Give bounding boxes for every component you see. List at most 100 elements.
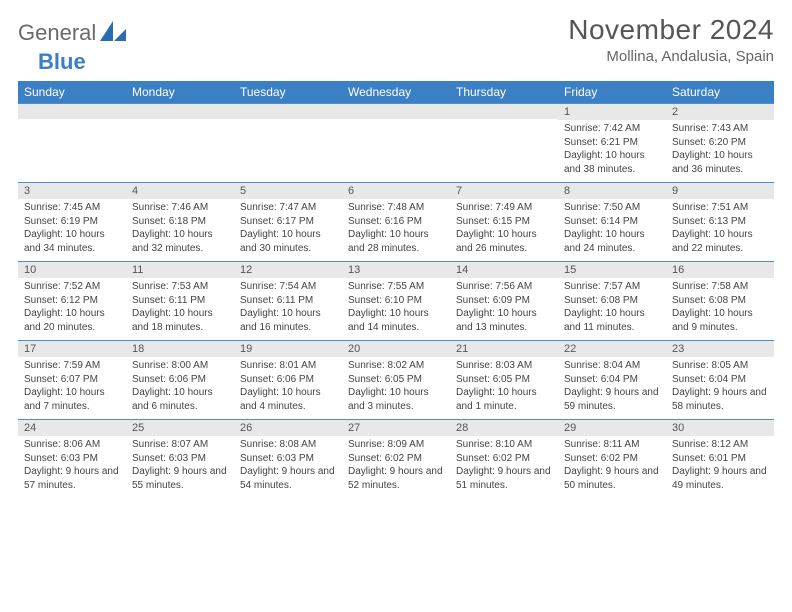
day-number: 9 [666,182,774,199]
day-number [342,103,450,119]
day-number: 1 [558,103,666,120]
calendar-cell: 26Sunrise: 8:08 AMSunset: 6:03 PMDayligh… [234,419,342,498]
sunrise: Sunrise: 8:03 AM [456,359,552,373]
day-number: 11 [126,261,234,278]
sunset: Sunset: 6:06 PM [132,373,228,387]
day-number: 12 [234,261,342,278]
calendar-cell: 27Sunrise: 8:09 AMSunset: 6:02 PMDayligh… [342,419,450,498]
day-number: 19 [234,340,342,357]
daylight: Daylight: 10 hours and 28 minutes. [348,228,444,255]
calendar-cell: 21Sunrise: 8:03 AMSunset: 6:05 PMDayligh… [450,340,558,419]
daylight: Daylight: 9 hours and 57 minutes. [24,465,120,492]
dow-header: Sunday [18,81,126,103]
sunrise: Sunrise: 7:59 AM [24,359,120,373]
sunrise: Sunrise: 8:11 AM [564,438,660,452]
dow-header: Friday [558,81,666,103]
sunrise: Sunrise: 8:10 AM [456,438,552,452]
daylight: Daylight: 10 hours and 7 minutes. [24,386,120,413]
calendar-cell: 30Sunrise: 8:12 AMSunset: 6:01 PMDayligh… [666,419,774,498]
sunrise: Sunrise: 7:57 AM [564,280,660,294]
day-number: 29 [558,419,666,436]
day-data: Sunrise: 7:53 AMSunset: 6:11 PMDaylight:… [126,278,234,340]
day-data: Sunrise: 8:01 AMSunset: 6:06 PMDaylight:… [234,357,342,419]
calendar-cell: 22Sunrise: 8:04 AMSunset: 6:04 PMDayligh… [558,340,666,419]
sunrise: Sunrise: 7:51 AM [672,201,768,215]
calendar-cell [126,103,234,182]
daylight: Daylight: 9 hours and 59 minutes. [564,386,660,413]
sunrise: Sunrise: 7:49 AM [456,201,552,215]
calendar-cell: 12Sunrise: 7:54 AMSunset: 6:11 PMDayligh… [234,261,342,340]
sunrise: Sunrise: 8:12 AM [672,438,768,452]
calendar-cell: 18Sunrise: 8:00 AMSunset: 6:06 PMDayligh… [126,340,234,419]
calendar-cell: 23Sunrise: 8:05 AMSunset: 6:04 PMDayligh… [666,340,774,419]
daylight: Daylight: 9 hours and 52 minutes. [348,465,444,492]
day-data: Sunrise: 7:43 AMSunset: 6:20 PMDaylight:… [666,120,774,182]
day-number: 4 [126,182,234,199]
dow-header: Thursday [450,81,558,103]
calendar-cell: 7Sunrise: 7:49 AMSunset: 6:15 PMDaylight… [450,182,558,261]
day-data: Sunrise: 8:04 AMSunset: 6:04 PMDaylight:… [558,357,666,419]
day-number [450,103,558,119]
sunrise: Sunrise: 7:48 AM [348,201,444,215]
calendar-cell: 29Sunrise: 8:11 AMSunset: 6:02 PMDayligh… [558,419,666,498]
day-data [450,119,558,177]
calendar-cell: 9Sunrise: 7:51 AMSunset: 6:13 PMDaylight… [666,182,774,261]
sunrise: Sunrise: 8:07 AM [132,438,228,452]
sunset: Sunset: 6:17 PM [240,215,336,229]
sunrise: Sunrise: 7:56 AM [456,280,552,294]
day-number: 16 [666,261,774,278]
daylight: Daylight: 9 hours and 51 minutes. [456,465,552,492]
daylight: Daylight: 10 hours and 14 minutes. [348,307,444,334]
sunset: Sunset: 6:02 PM [564,452,660,466]
calendar-cell: 13Sunrise: 7:55 AMSunset: 6:10 PMDayligh… [342,261,450,340]
calendar-row: 1 Sunrise: 7:42 AMSunset: 6:21 PM Daylight… [18,103,774,182]
day-number: 7 [450,182,558,199]
day-number: 10 [18,261,126,278]
sunset: Sunset: 6:10 PM [348,294,444,308]
day-number: 17 [18,340,126,357]
sunset: Sunset: 6:21 PM [564,136,660,150]
day-number: 22 [558,340,666,357]
sunset: Sunset: 6:13 PM [672,215,768,229]
day-data [342,119,450,177]
day-number: 5 [234,182,342,199]
dow-header: Saturday [666,81,774,103]
sunset: Sunset: 6:12 PM [24,294,120,308]
brand-logo: General [18,14,130,46]
day-data: Sunrise: 7:54 AMSunset: 6:11 PMDaylight:… [234,278,342,340]
day-data: Sunrise: 7:45 AMSunset: 6:19 PMDaylight:… [18,199,126,261]
calendar-cell: 11Sunrise: 7:53 AMSunset: 6:11 PMDayligh… [126,261,234,340]
calendar-cell: 1Sunrise: 7:42 AMSunset: 6:21 PMDaylight… [558,103,666,182]
daylight: Daylight: 10 hours and 30 minutes. [240,228,336,255]
sunrise: Sunrise: 8:01 AM [240,359,336,373]
day-number: 21 [450,340,558,357]
day-data: Sunrise: 7:47 AMSunset: 6:17 PMDaylight:… [234,199,342,261]
daylight: Daylight: 10 hours and 16 minutes. [240,307,336,334]
sunset: Sunset: 6:04 PM [672,373,768,387]
daylight: Daylight: 9 hours and 55 minutes. [132,465,228,492]
calendar-cell: 28Sunrise: 8:10 AMSunset: 6:02 PMDayligh… [450,419,558,498]
sunset: Sunset: 6:09 PM [456,294,552,308]
sunset: Sunset: 6:16 PM [348,215,444,229]
day-number: 27 [342,419,450,436]
calendar: Sunday Monday Tuesday Wednesday Thursday… [18,81,774,498]
sunrise: Sunrise: 7:47 AM [240,201,336,215]
calendar-cell: 10Sunrise: 7:52 AMSunset: 6:12 PMDayligh… [18,261,126,340]
day-data [126,119,234,177]
day-data [234,119,342,177]
sunset: Sunset: 6:04 PM [564,373,660,387]
daylight: Daylight: 10 hours and 4 minutes. [240,386,336,413]
daylight: Daylight: 10 hours and 20 minutes. [24,307,120,334]
sunrise: Sunrise: 7:43 AM [672,122,768,136]
day-number: 20 [342,340,450,357]
day-number: 2 [666,103,774,120]
calendar-cell: 14Sunrise: 7:56 AMSunset: 6:09 PMDayligh… [450,261,558,340]
sunrise: Sunrise: 8:02 AM [348,359,444,373]
day-number [18,103,126,119]
sunrise: Sunrise: 7:42 AM [564,122,660,136]
day-data: Sunrise: 8:10 AMSunset: 6:02 PMDaylight:… [450,436,558,498]
calendar-cell: 5Sunrise: 7:47 AMSunset: 6:17 PMDaylight… [234,182,342,261]
day-data: Sunrise: 7:49 AMSunset: 6:15 PMDaylight:… [450,199,558,261]
day-data: Sunrise: 7:46 AMSunset: 6:18 PMDaylight:… [126,199,234,261]
daylight: Daylight: 10 hours and 36 minutes. [672,149,768,176]
